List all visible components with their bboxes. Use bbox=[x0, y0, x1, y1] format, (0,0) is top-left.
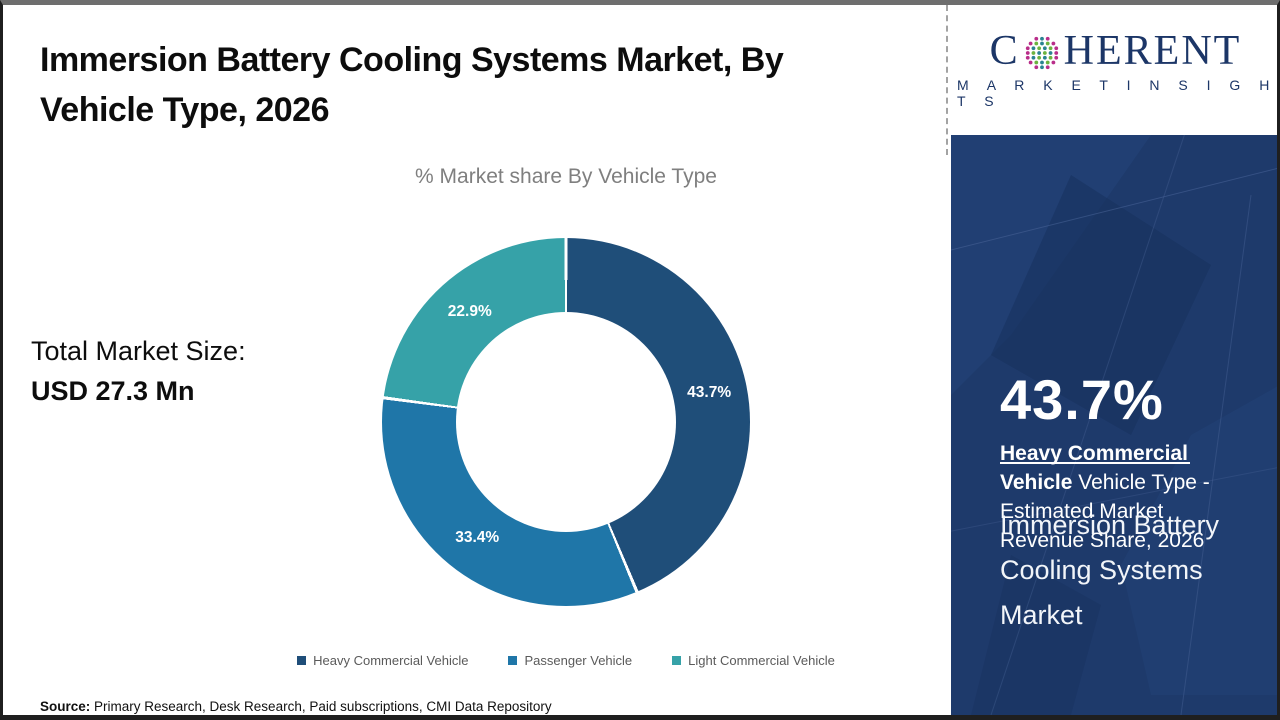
legend-label: Light Commercial Vehicle bbox=[688, 653, 835, 668]
legend-item: Passenger Vehicle bbox=[508, 653, 632, 668]
brand-logo-tagline: M A R K E T I N S I G H T S bbox=[957, 77, 1277, 109]
highlight-stat-description: Heavy Commercial Vehicle Vehicle Type - … bbox=[1000, 439, 1238, 555]
total-market-label: Total Market Size: bbox=[31, 336, 246, 366]
highlight-stat-value: 43.7% bbox=[1000, 368, 1164, 431]
brand-logo-wordmark: C HERENT bbox=[989, 28, 1242, 74]
donut-chart-wrapper: 43.7% 33.4% 22.9% bbox=[382, 238, 750, 606]
brand-logo-suffix: HERENT bbox=[1063, 28, 1242, 74]
legend-label: Passenger Vehicle bbox=[524, 653, 633, 668]
total-market-value: USD 27.3 Mn bbox=[31, 376, 195, 406]
legend-swatch-icon bbox=[508, 656, 518, 665]
highlight-stat-rest: Vehicle Type - Estimated Market Revenue … bbox=[1000, 471, 1210, 552]
dashed-divider bbox=[946, 5, 948, 155]
page-title: Immersion Battery Cooling Systems Market… bbox=[40, 35, 920, 135]
source-line: Source: Primary Research, Desk Research,… bbox=[40, 699, 552, 714]
slice-label-3: 22.9% bbox=[447, 303, 492, 321]
legend-swatch-icon bbox=[672, 656, 682, 665]
page-title-line-2: Vehicle Type, 2026 bbox=[40, 91, 330, 129]
coherent-logo-dots-icon bbox=[1025, 36, 1058, 70]
donut-hole bbox=[456, 312, 676, 532]
sidebar-separator bbox=[1000, 462, 1190, 464]
page-title-line-1: Immersion Battery Cooling Systems Market… bbox=[40, 41, 784, 79]
legend-item: Heavy Commercial Vehicle bbox=[297, 653, 468, 668]
slice-label-2: 33.4% bbox=[455, 528, 500, 546]
sidebar-panel: 43.7% Heavy Commercial Vehicle Vehicle T… bbox=[951, 135, 1277, 715]
slice-label-1: 43.7% bbox=[687, 384, 732, 402]
source-text: Primary Research, Desk Research, Paid su… bbox=[90, 699, 552, 714]
brand-logo: C HERENT M A R K E T I N S I G H T bbox=[951, 5, 1277, 135]
highlight-stat-bold: Heavy Commercial Vehicle bbox=[1000, 442, 1188, 494]
sidebar: C HERENT M A R K E T I N S I G H T bbox=[951, 5, 1277, 715]
chart-legend: Heavy Commercial Vehicle Passenger Vehicl… bbox=[166, 653, 966, 668]
legend-label: Heavy Commercial Vehicle bbox=[313, 653, 469, 668]
source-label: Source: bbox=[40, 699, 91, 714]
legend-swatch-icon bbox=[297, 656, 307, 665]
chart-subtitle: % Market share By Vehicle Type bbox=[415, 165, 717, 188]
total-market-block: Total Market Size: USD 27.3 Mn bbox=[31, 331, 246, 411]
sidebar-market-name: Immersion Battery Cooling Systems Market bbox=[1000, 510, 1220, 630]
brand-logo-prefix: C bbox=[989, 28, 1020, 74]
legend-item: Light Commercial Vehicle bbox=[672, 653, 835, 668]
